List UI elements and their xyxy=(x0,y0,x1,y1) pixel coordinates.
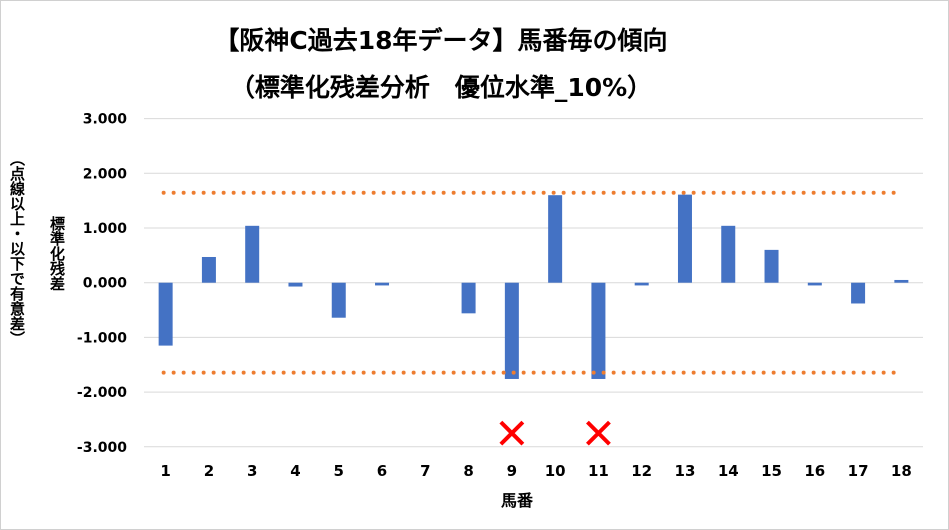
y-tick-label: 3.000 xyxy=(83,112,128,128)
x-tick-label: 5 xyxy=(334,462,344,480)
x-tick-label: 4 xyxy=(290,462,300,480)
x-tick-label: 9 xyxy=(507,462,517,480)
bar-12 xyxy=(634,282,649,286)
chart-subtitle: （標準化残差分析 優位水準_10%） xyxy=(229,73,653,102)
chart-title: 【阪神C過去18年データ】馬番毎の傾向 xyxy=(214,26,668,55)
bar-10 xyxy=(548,195,563,283)
bar-2 xyxy=(201,256,216,283)
y-tick-label: 2.000 xyxy=(83,166,128,182)
x-tick-label: 8 xyxy=(463,462,473,480)
bar-6 xyxy=(375,282,390,286)
y-tick-label: -1.000 xyxy=(77,330,127,346)
bar-15 xyxy=(764,249,779,283)
x-tick-label: 10 xyxy=(545,462,566,480)
y-tick-label: -3.000 xyxy=(77,440,127,456)
y-tick-label: -2.000 xyxy=(77,385,127,401)
bar-8 xyxy=(461,282,476,314)
bar-1 xyxy=(158,282,173,346)
x-tick-label: 17 xyxy=(848,462,869,480)
x-mark-icon xyxy=(586,420,611,446)
bar-9 xyxy=(504,282,519,379)
x-tick-label: 15 xyxy=(761,462,782,480)
y-tick-label: 1.000 xyxy=(83,221,128,237)
x-tick-label: 6 xyxy=(377,462,387,480)
x-tick-label: 3 xyxy=(247,462,257,480)
x-tick-label: 1 xyxy=(160,462,170,480)
x-tick-label: 7 xyxy=(420,462,430,480)
bar-17 xyxy=(851,282,866,304)
x-tick-label: 16 xyxy=(804,462,825,480)
bar-18 xyxy=(894,279,909,283)
y-axis-label: 標準化残差 xyxy=(48,216,66,291)
y-tick-label: 0.000 xyxy=(83,276,128,292)
bar-14 xyxy=(721,225,736,283)
x-tick-label: 13 xyxy=(675,462,696,480)
x-tick-label: 14 xyxy=(718,462,739,480)
x-axis-label: 馬番 xyxy=(500,491,533,510)
bar-16 xyxy=(807,282,822,286)
bar-5 xyxy=(331,282,346,318)
bar-13 xyxy=(677,194,692,283)
x-tick-label: 2 xyxy=(204,462,214,480)
x-tick-label: 18 xyxy=(891,462,912,480)
x-mark-icon xyxy=(499,420,525,446)
bar-4 xyxy=(288,282,303,287)
y-axis-note: （点線以上・以下で有意差） xyxy=(8,151,26,346)
x-tick-label: 11 xyxy=(588,462,609,480)
bar-3 xyxy=(245,225,260,283)
x-tick-label: 12 xyxy=(631,462,652,480)
bar-11 xyxy=(591,282,606,379)
